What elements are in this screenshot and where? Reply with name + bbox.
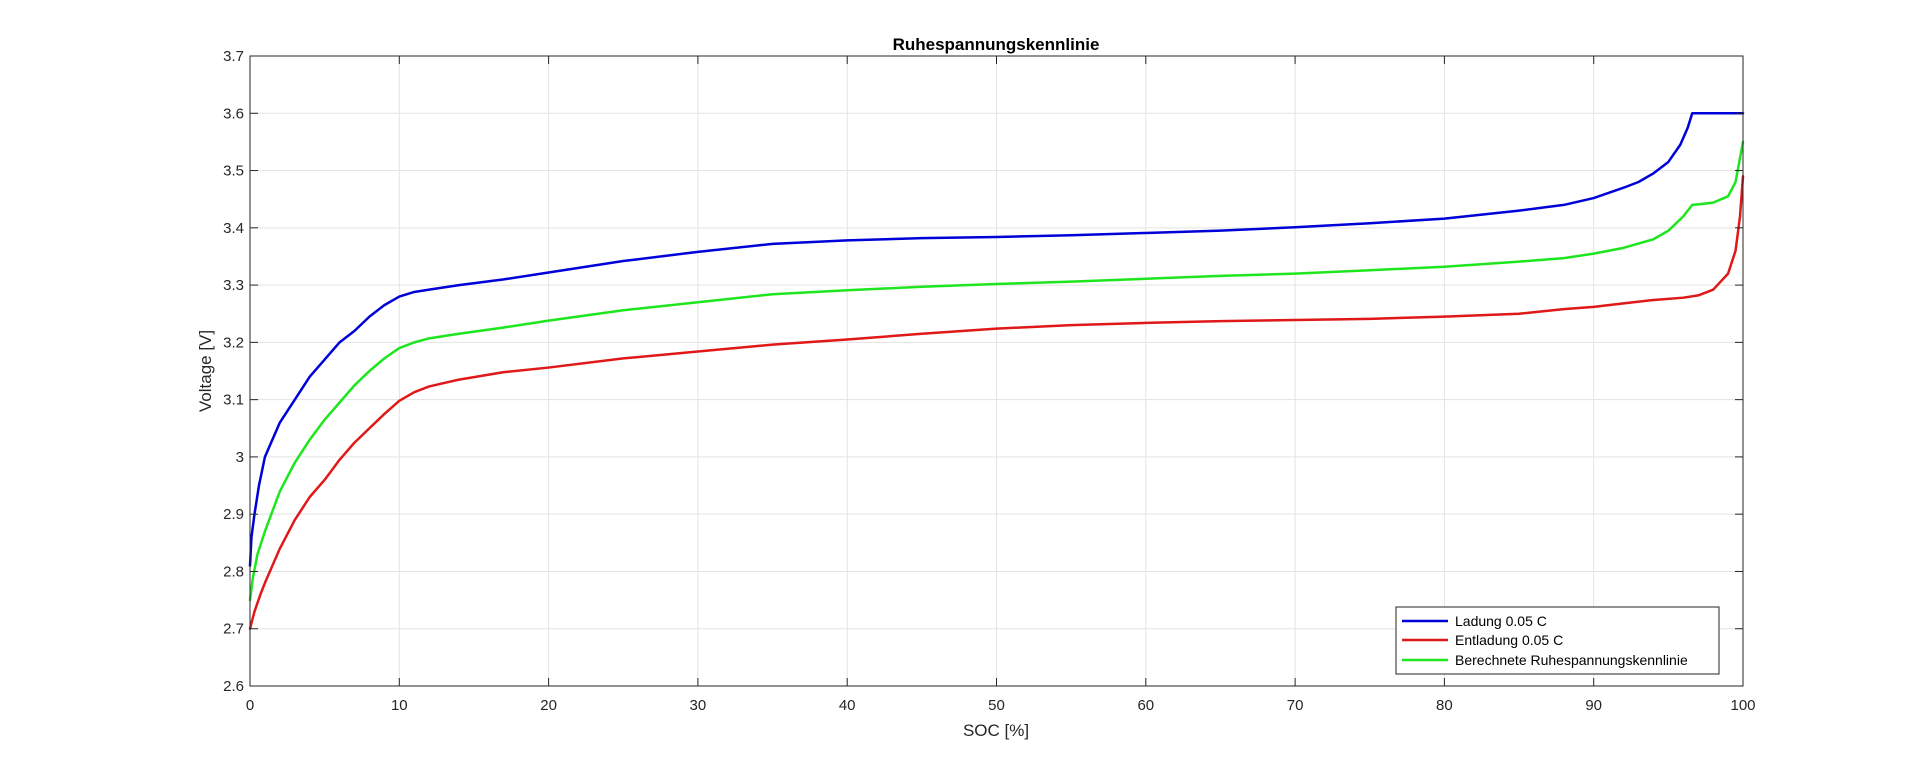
y-tick-label: 2.8 [223, 563, 244, 580]
y-tick-label: 3.1 [223, 392, 244, 409]
legend-item: Entladung 0.05 C [1402, 632, 1563, 648]
y-tick-label: 2.6 [223, 678, 244, 695]
legend-label: Berechnete Ruhespannungskennlinie [1455, 652, 1688, 668]
series-line-2 [248, 140, 1745, 602]
axis-ticks [249, 55, 1744, 687]
series-line-0 [248, 112, 1745, 567]
y-tick-label: 3.7 [223, 48, 244, 65]
x-tick-labels: 0 10 20 30 40 50 60 70 80 90 100 [246, 697, 1756, 714]
chart-title: Ruhespannungskennlinie [893, 35, 1100, 54]
y-tick-label: 2.7 [223, 621, 244, 638]
x-tick-label: 0 [246, 697, 254, 714]
y-tick-label: 3 [236, 449, 244, 466]
x-tick-label: 80 [1436, 697, 1453, 714]
series-line-1 [248, 175, 1745, 630]
y-tick-label: 3.5 [223, 163, 244, 180]
y-axis-label: Voltage [V] [196, 330, 215, 412]
y-tick-labels: 2.6 2.7 2.8 2.9 3 3.1 3.2 3.3 3.4 3.5 3.6 3.7 [223, 48, 244, 695]
x-tick-label: 40 [839, 697, 856, 714]
legend-item: Ladung 0.05 C [1402, 613, 1547, 629]
x-tick-label: 100 [1730, 697, 1755, 714]
x-axis-label: SOC [%] [963, 721, 1029, 740]
legend-box [1395, 606, 1720, 675]
y-tick-label: 2.9 [223, 506, 244, 523]
x-tick-label: 30 [690, 697, 707, 714]
x-tick-label: 50 [988, 697, 1005, 714]
y-tick-label: 3.3 [223, 277, 244, 294]
legend-label: Ladung 0.05 C [1455, 613, 1547, 629]
x-tick-label: 10 [391, 697, 408, 714]
legend-item: Berechnete Ruhespannungskennlinie [1402, 652, 1688, 668]
y-tick-label: 3.2 [223, 334, 244, 351]
series-lines [248, 112, 1745, 630]
x-tick-label: 70 [1287, 697, 1304, 714]
legend: Ladung 0.05 C Entladung 0.05 C Berechnet… [1395, 606, 1720, 675]
x-tick-label: 60 [1137, 697, 1154, 714]
legend-label: Entladung 0.05 C [1455, 632, 1563, 648]
x-tick-label: 90 [1585, 697, 1602, 714]
y-tick-label: 3.6 [223, 105, 244, 122]
y-tick-label: 3.4 [223, 220, 244, 237]
x-tick-label: 20 [540, 697, 557, 714]
